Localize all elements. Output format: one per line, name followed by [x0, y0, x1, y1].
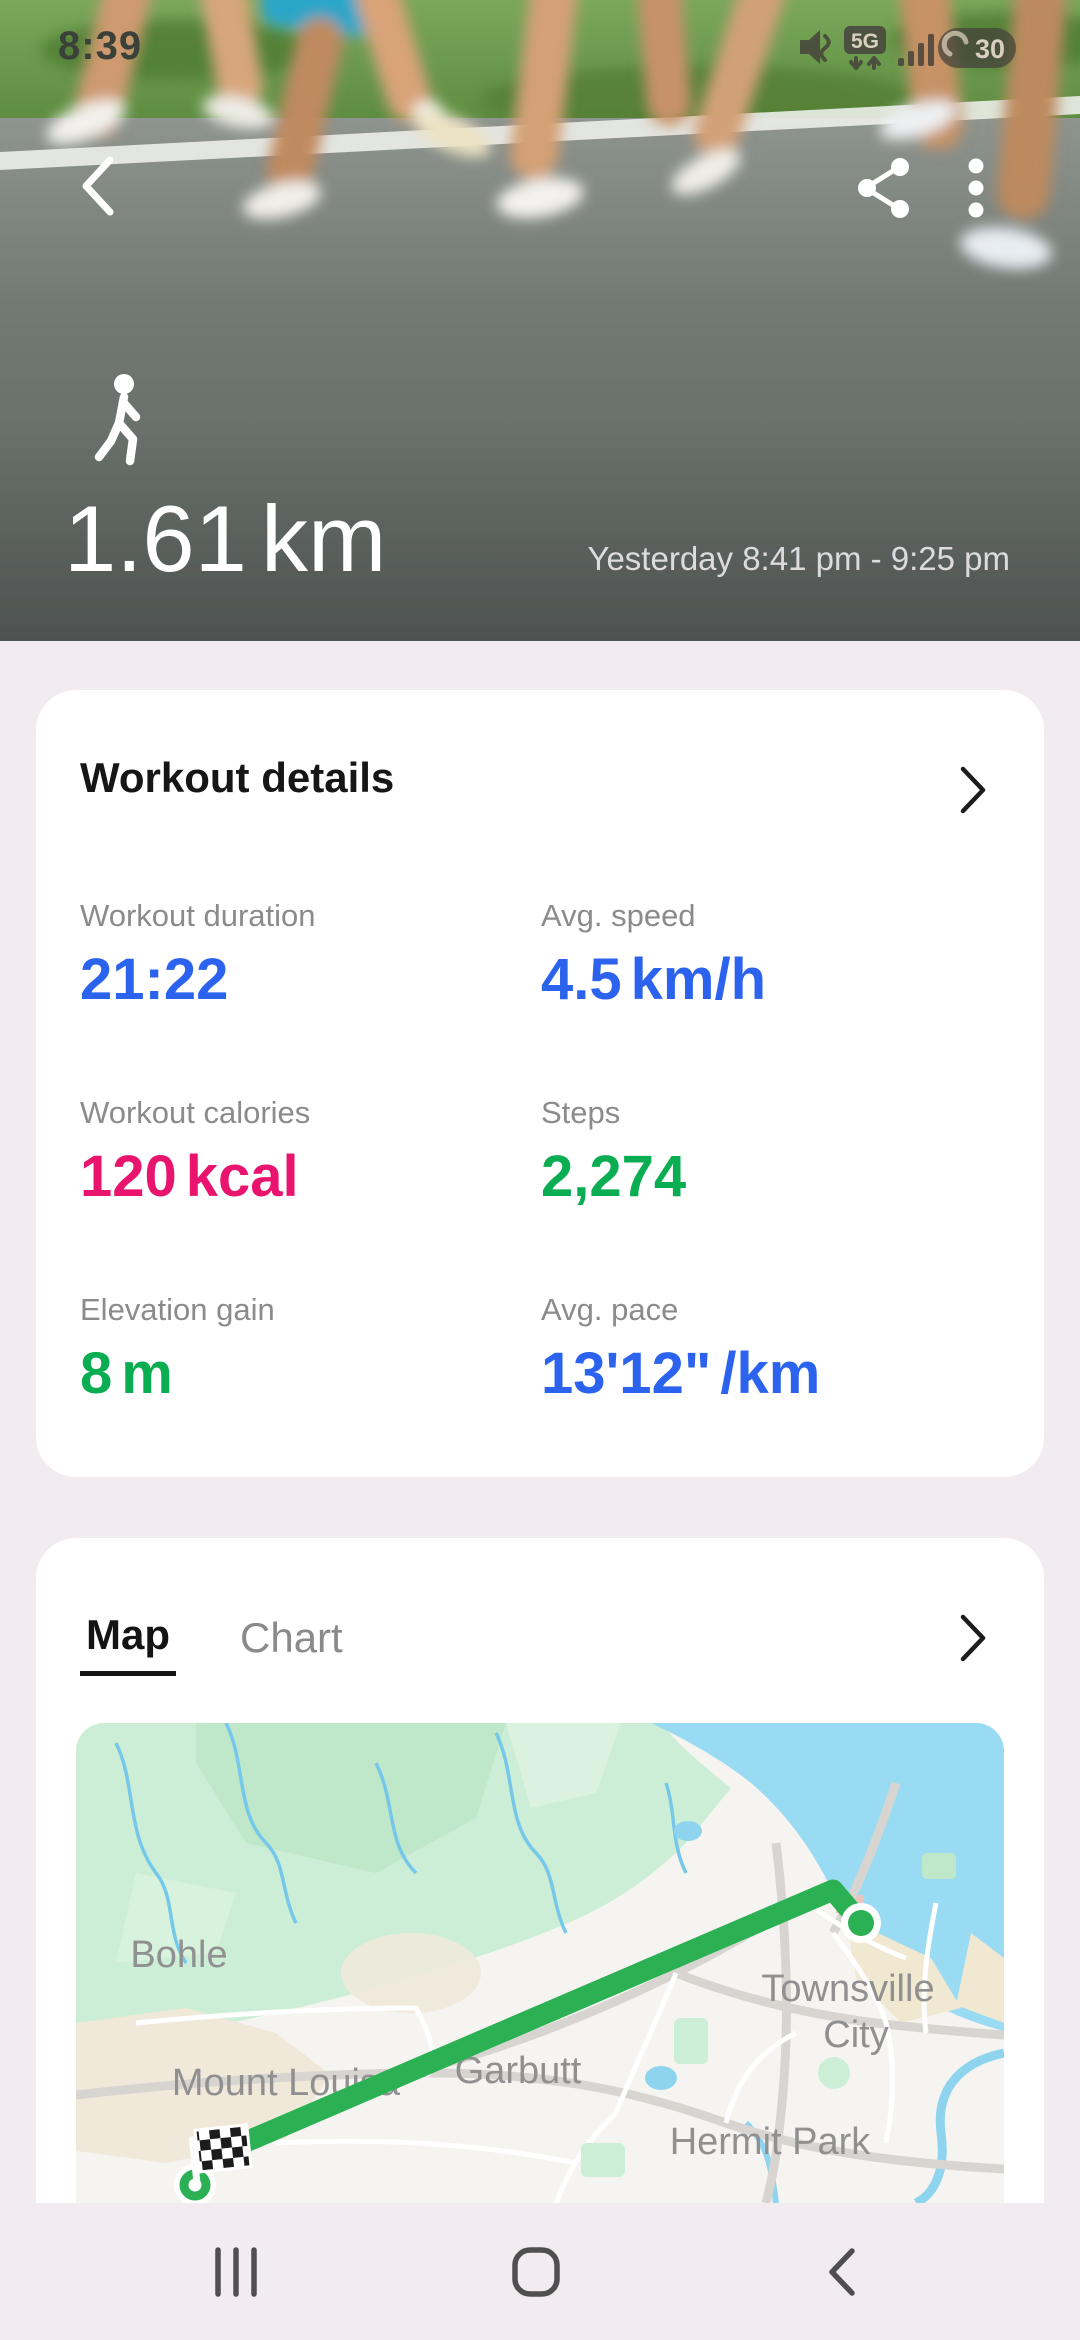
navigation-back-button[interactable] — [814, 2241, 876, 2303]
recents-icon — [215, 2247, 257, 2297]
tab-chart[interactable]: Chart — [234, 1610, 349, 1676]
map-label-bohle: Bohle — [130, 1934, 227, 1976]
stat-value: 4.5 km/h — [541, 947, 767, 1012]
map-label-garbutt: Garbutt — [455, 2050, 582, 2092]
network-5g-icon: 5G — [844, 26, 886, 70]
stat-label: Workout duration — [80, 898, 316, 933]
stat-label: Workout calories — [80, 1095, 311, 1130]
recents-button[interactable] — [205, 2241, 267, 2303]
map-label-townsville: Townsville — [761, 1968, 934, 2010]
stat-workout-duration: Workout duration 21:22 — [80, 896, 520, 1012]
status-icons: 5G 30 — [798, 24, 1016, 77]
distance-value: 1.61 — [64, 486, 247, 591]
distance-unit: km — [260, 486, 387, 591]
walking-person-icon — [94, 374, 141, 466]
map-label-townsville-city: City — [823, 2014, 888, 2056]
battery-icon: 30 — [938, 28, 1016, 68]
map-label-hermit-park: Hermit Park — [670, 2121, 872, 2163]
workout-details-card: Workout details Workout duration 21:22 A… — [36, 690, 1044, 1477]
more-options-button[interactable] — [956, 156, 996, 220]
back-arrow-icon — [82, 156, 114, 216]
map-chart-tabs: Map Chart — [80, 1610, 349, 1676]
svg-text:30: 30 — [975, 34, 1005, 64]
home-icon — [512, 2247, 560, 2297]
route-map[interactable]: Bohle Mount Louisa Garbutt Townsville Ci… — [76, 1723, 1004, 2203]
share-button[interactable] — [854, 156, 918, 220]
tab-map[interactable]: Map — [80, 1610, 176, 1676]
workout-details-title: Workout details — [80, 754, 395, 801]
session-time: Yesterday 8:41 pm - 9:25 pm — [587, 540, 1010, 577]
stat-steps: Steps 2,274 — [541, 1093, 981, 1209]
stat-value: 120 kcal — [80, 1144, 299, 1209]
stat-label: Steps — [541, 1095, 621, 1130]
stat-label: Avg. pace — [541, 1292, 679, 1327]
distance-headline: 1.61 km — [64, 492, 386, 586]
stat-value: 13'12"/km — [541, 1341, 821, 1406]
stat-label: Avg. speed — [541, 898, 696, 933]
mute-vibrate-icon — [800, 30, 831, 64]
route-end-marker — [841, 1903, 881, 1943]
back-chevron-icon — [829, 2248, 855, 2296]
stat-workout-calories: Workout calories 120 kcal — [80, 1093, 520, 1209]
map-chart-card: Map Chart — [36, 1538, 1044, 2203]
chevron-right-icon — [960, 766, 986, 814]
stat-avg-speed: Avg. speed 4.5 km/h — [541, 896, 981, 1012]
workout-route — [174, 1879, 881, 2203]
workout-details-chevron-button[interactable] — [958, 764, 988, 816]
finish-flag-icon — [188, 2123, 253, 2189]
more-vertical-icon — [968, 158, 984, 218]
stat-value: 2,274 — [541, 1144, 687, 1209]
system-navigation-bar — [0, 2203, 1080, 2340]
stat-label: Elevation gain — [80, 1292, 275, 1327]
chevron-right-icon — [960, 1614, 986, 1662]
signal-strength-icon — [898, 34, 934, 66]
share-icon — [858, 158, 909, 218]
hero-photo-section: 8:39 5G — [0, 0, 1080, 641]
stat-value: 21:22 — [80, 947, 229, 1012]
stat-avg-pace: Avg. pace 13'12"/km — [541, 1290, 981, 1406]
svg-text:5G: 5G — [851, 30, 879, 53]
status-time: 8:39 — [58, 24, 143, 68]
map-card-chevron-button[interactable] — [958, 1612, 988, 1664]
home-button[interactable] — [505, 2241, 567, 2303]
back-button[interactable] — [72, 154, 136, 218]
